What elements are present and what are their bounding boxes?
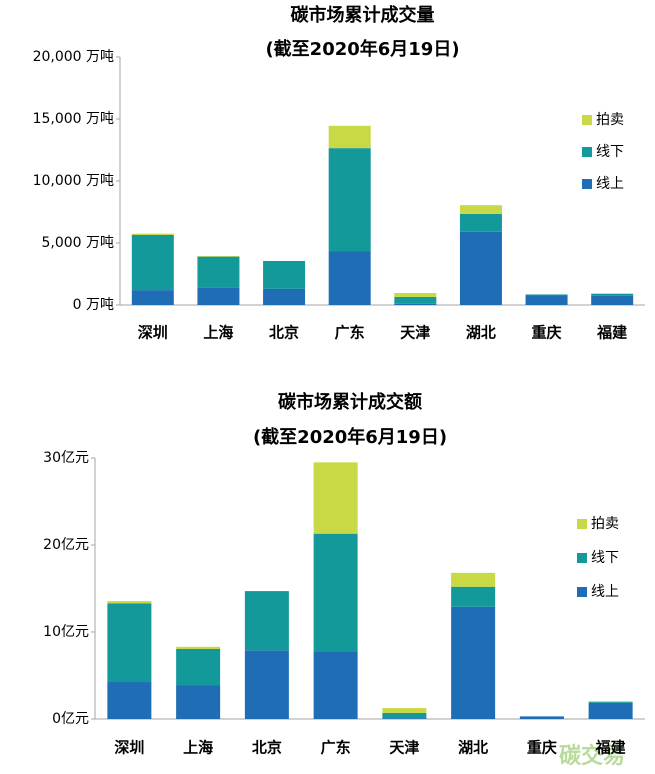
bar-segment — [313, 462, 358, 534]
bar-segment — [263, 260, 306, 289]
chart-subtitle: (截至2020年6月19日) — [253, 426, 447, 448]
x-tick-label: 北京 — [269, 324, 299, 342]
y-tick-label: 0亿元 — [52, 711, 89, 727]
chart-subtitle: (截至2020年6月19日) — [265, 38, 459, 60]
y-tick-label: 10亿元 — [43, 624, 89, 640]
bar-segment — [394, 303, 437, 305]
bar-segment — [591, 295, 634, 305]
bar-segment — [451, 572, 496, 587]
bar-segment — [451, 606, 496, 719]
x-tick-label: 广东 — [335, 324, 365, 342]
legend-label: 线上 — [596, 176, 624, 192]
bar-segment — [176, 648, 221, 686]
legend-label: 拍卖 — [591, 516, 619, 532]
x-tick-label: 福建 — [596, 324, 628, 342]
x-tick-label: 重庆 — [532, 324, 562, 342]
bar-segment — [382, 708, 427, 713]
y-tick-label: 0 万吨 — [73, 297, 114, 313]
bar-segment — [313, 533, 358, 652]
x-tick-label: 湖北 — [458, 739, 488, 757]
legend-swatch — [577, 587, 587, 597]
bar-segment — [451, 586, 496, 607]
bar-segment — [328, 251, 371, 305]
bar-segment — [197, 287, 240, 305]
x-tick-label: 深圳 — [138, 324, 168, 342]
legend-swatch — [582, 179, 592, 189]
y-tick-label: 5,000 万吨 — [41, 235, 114, 251]
bar-segment — [588, 701, 633, 703]
bar-segment — [591, 293, 634, 294]
y-tick-label: 10,000 万吨 — [33, 173, 114, 189]
y-tick-label: 20,000 万吨 — [33, 49, 114, 65]
bar-segment — [519, 716, 564, 719]
x-tick-label: 上海 — [183, 739, 213, 757]
bar-segment — [525, 295, 568, 305]
bar-segment — [525, 294, 568, 296]
bar-segment — [382, 718, 427, 719]
chart-title: 碳市场累计成交量 — [291, 4, 435, 26]
x-tick-label: 天津 — [389, 739, 419, 757]
bar-segment — [131, 234, 174, 291]
bar-segment — [394, 292, 437, 297]
watermark: 碳交易 — [559, 743, 625, 769]
y-tick-label: 20亿元 — [43, 537, 89, 553]
bar-segment — [107, 601, 152, 604]
legend-label: 线上 — [591, 584, 619, 600]
bar-segment — [131, 290, 174, 305]
bar-segment — [197, 256, 240, 288]
bar-segment — [588, 702, 633, 719]
x-tick-label: 广东 — [321, 739, 351, 757]
bar-segment — [328, 148, 371, 252]
legend-swatch — [577, 519, 587, 529]
bar-segment — [107, 603, 152, 683]
chart-title: 碳市场累计成交额 — [278, 391, 422, 413]
bar-segment — [313, 651, 358, 719]
y-tick-label: 15,000 万吨 — [33, 111, 114, 127]
x-tick-label: 上海 — [203, 324, 233, 342]
watermark-en: tanjiaoyi — [599, 731, 650, 745]
bar-segment — [244, 650, 289, 719]
bar-segment — [588, 702, 633, 703]
bar-segment — [263, 288, 306, 305]
bar-segment — [176, 685, 221, 719]
legend-label: 拍卖 — [596, 112, 624, 128]
bar-segment — [197, 256, 240, 257]
bar-segment — [459, 231, 502, 305]
bar-segment — [591, 293, 634, 296]
legend-swatch — [577, 553, 587, 563]
x-tick-label: 重庆 — [527, 739, 557, 757]
bar-segment — [176, 646, 221, 649]
bar-segment — [394, 296, 437, 304]
x-tick-label: 湖北 — [466, 324, 496, 342]
bar-segment — [459, 213, 502, 232]
legend-label: 线下 — [591, 550, 619, 566]
x-tick-label: 深圳 — [114, 739, 144, 757]
x-tick-label: 天津 — [400, 324, 430, 342]
bar-segment — [328, 125, 371, 149]
legend-label: 线下 — [596, 144, 624, 160]
bar-segment — [107, 682, 152, 719]
bar-segment — [244, 591, 289, 651]
bar-segment — [459, 205, 502, 214]
bar-segment — [131, 233, 174, 235]
legend-swatch — [582, 115, 592, 125]
x-tick-label: 北京 — [252, 739, 282, 757]
x-tick-label: 福建 — [595, 739, 627, 757]
bar-segment — [382, 712, 427, 719]
legend-swatch — [582, 147, 592, 157]
y-tick-label: 30亿元 — [43, 450, 89, 466]
